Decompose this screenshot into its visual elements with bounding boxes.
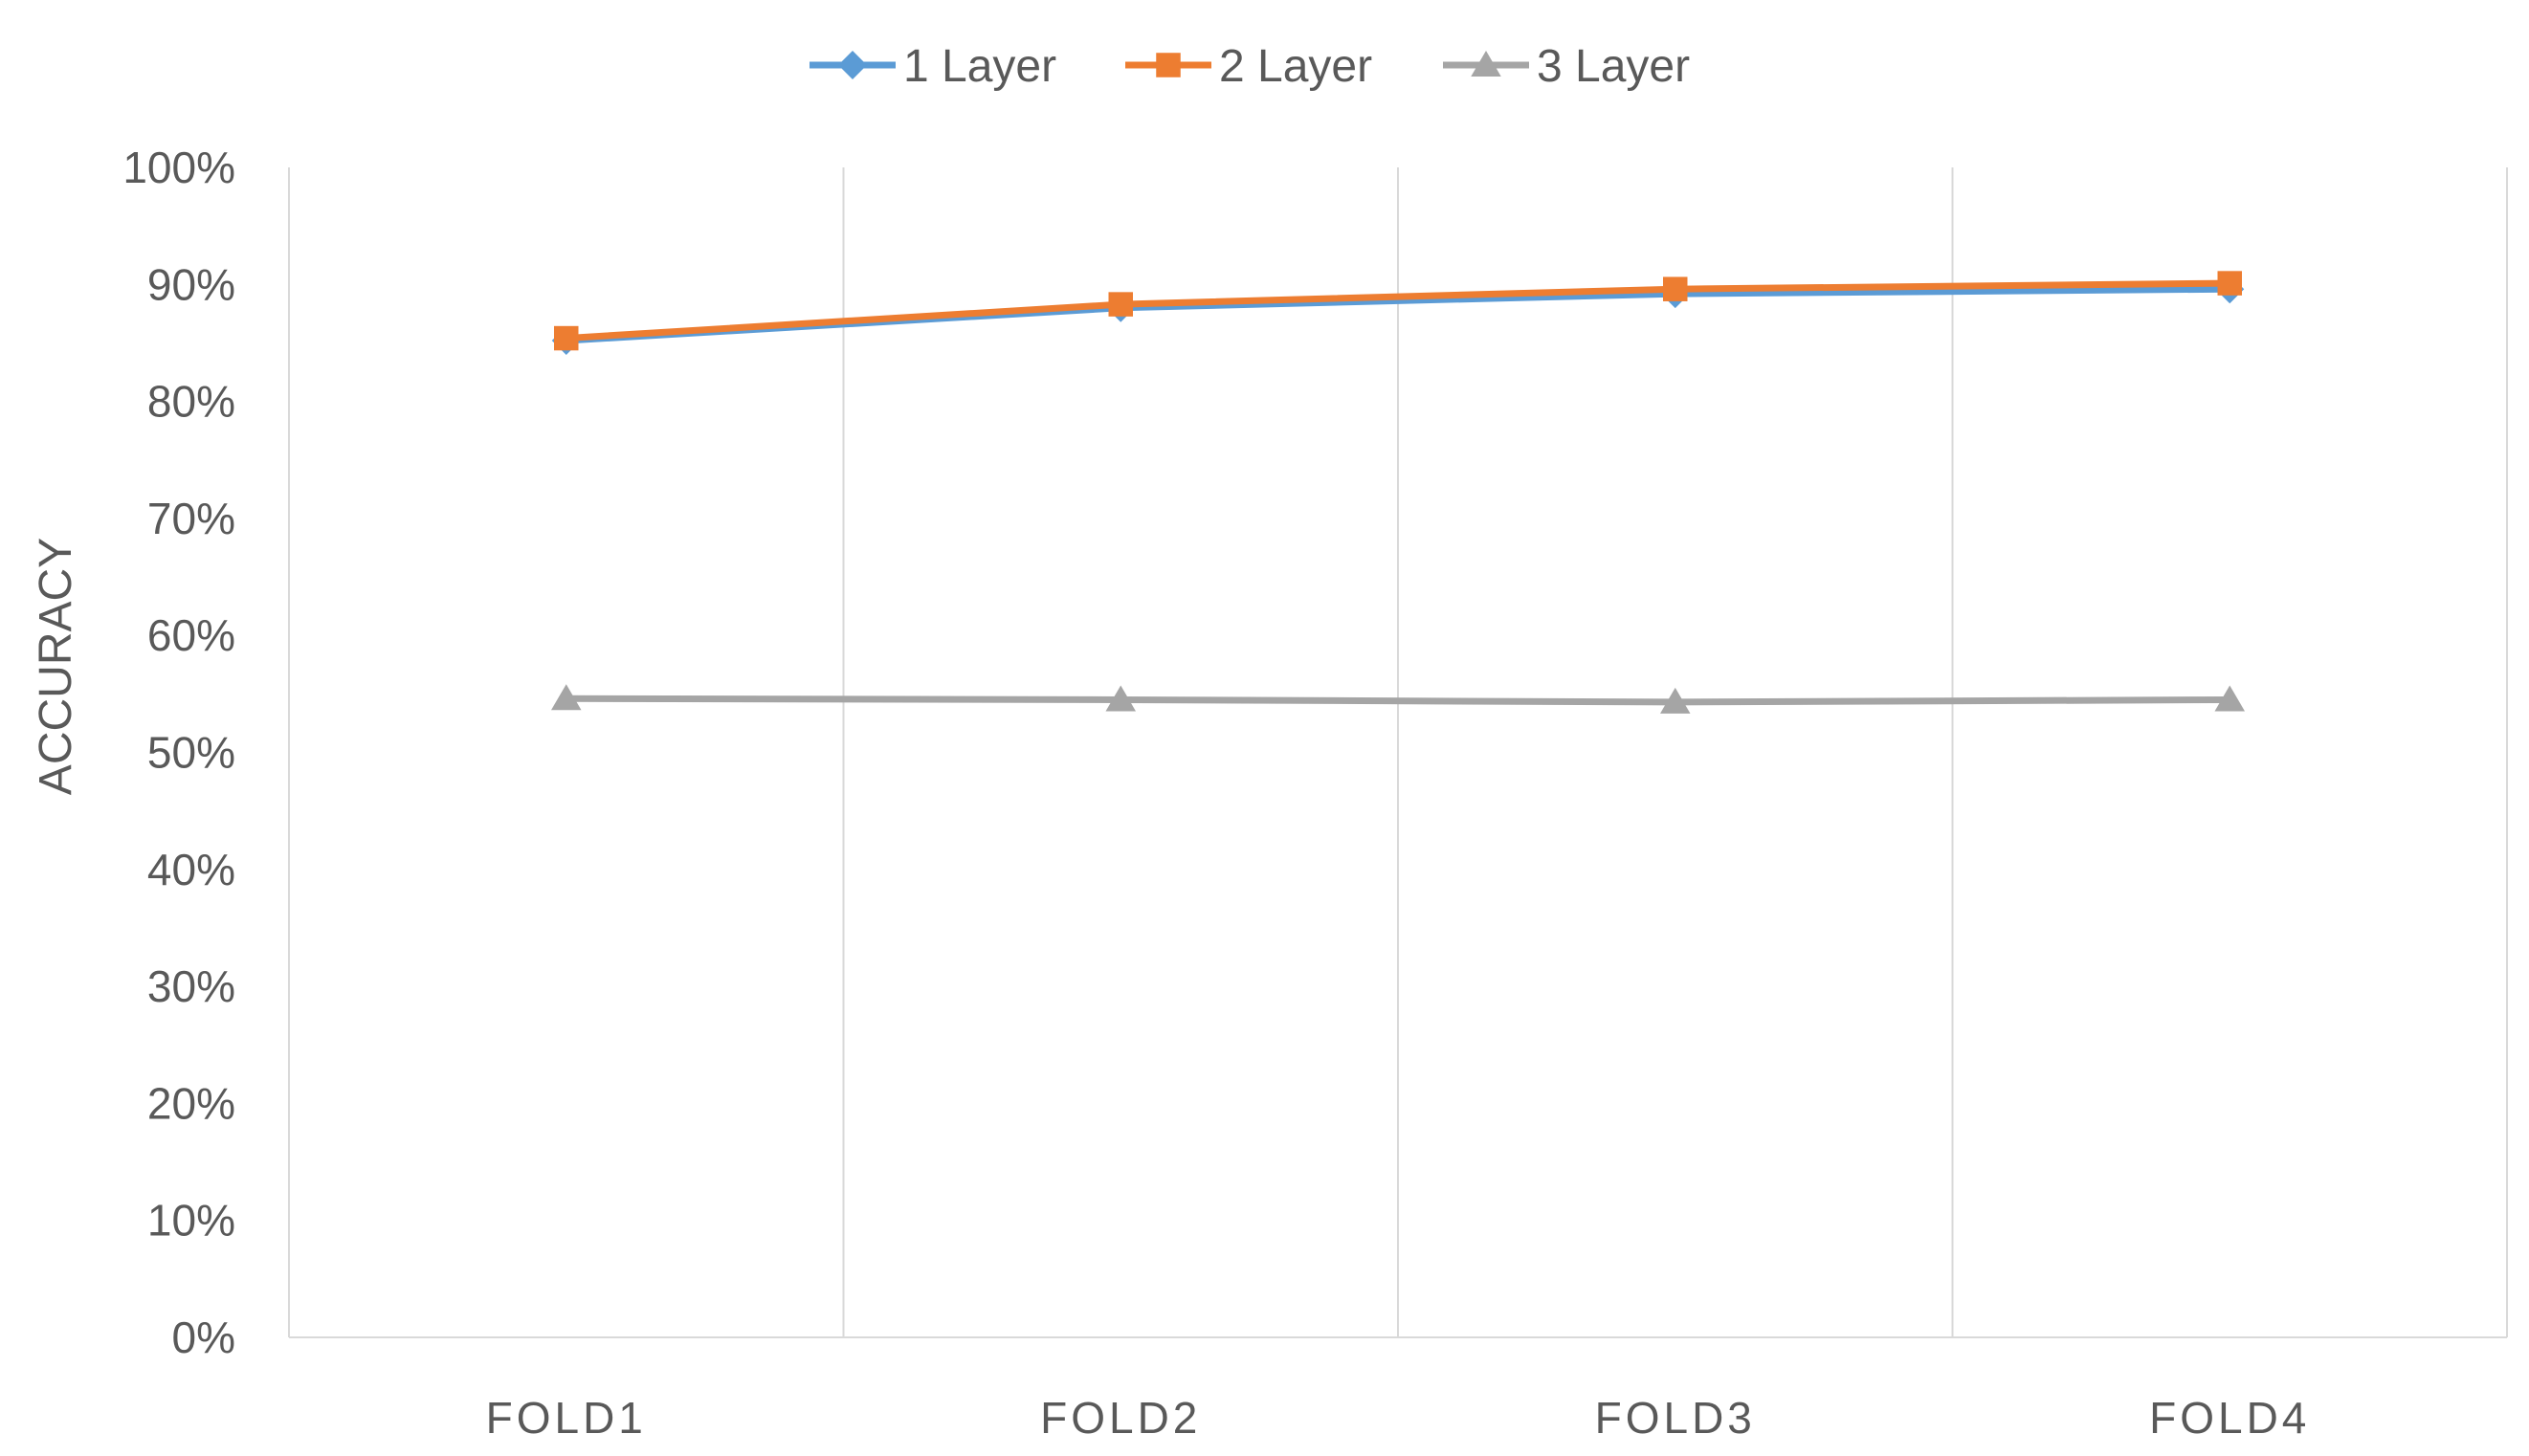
y-tick-label: 90% <box>147 259 235 309</box>
y-axis-title: ACCURACY <box>31 538 81 795</box>
y-tick-label: 50% <box>147 728 235 778</box>
series-layer <box>551 271 2245 714</box>
gridlines <box>288 167 2508 1337</box>
legend-label: 2 Layer <box>1219 41 1372 92</box>
y-tick-label: 70% <box>147 494 235 543</box>
data-point <box>1660 687 1691 714</box>
x-tick-label: FOLD4 <box>2149 1393 2310 1443</box>
data-point <box>2214 685 2245 712</box>
y-axis-ticks: 0% 10% 20% 30% 40% 50% 60% 70% 80% 90% 100% <box>122 143 235 1362</box>
legend-entry: 1 Layer <box>810 41 1056 92</box>
series-line <box>566 695 2230 706</box>
x-tick-label: FOLD2 <box>1040 1393 1201 1443</box>
x-tick-label: FOLD1 <box>486 1393 647 1443</box>
x-axis-ticks: FOLD1 FOLD2 FOLD3 FOLD4 <box>486 1393 2310 1443</box>
legend-label: 1 Layer <box>903 41 1056 92</box>
legend-entry: 3 Layer <box>1443 41 1690 92</box>
series-2 <box>554 271 2242 351</box>
y-tick-label: 10% <box>147 1196 235 1246</box>
y-tick-label: 60% <box>147 610 235 660</box>
x-tick-label: FOLD3 <box>1595 1393 1756 1443</box>
data-point <box>2217 271 2242 296</box>
y-tick-label: 100% <box>122 143 235 192</box>
legend-label: 3 Layer <box>1537 41 1690 92</box>
y-tick-label: 30% <box>147 961 235 1011</box>
y-tick-label: 40% <box>147 845 235 894</box>
y-tick-label: 20% <box>147 1078 235 1128</box>
data-point <box>1663 276 1688 301</box>
legend: 1 Layer 2 Layer 3 Layer <box>810 41 1690 92</box>
data-point <box>1105 685 1136 712</box>
data-point <box>554 325 579 351</box>
y-tick-label: 0% <box>172 1313 235 1362</box>
data-point <box>551 684 582 711</box>
legend-entry: 2 Layer <box>1125 41 1372 92</box>
legend-marker <box>1156 53 1181 77</box>
legend-marker <box>1471 51 1501 77</box>
y-tick-label: 80% <box>147 377 235 427</box>
data-point <box>1108 292 1133 317</box>
legend-marker <box>838 51 867 79</box>
series-line <box>566 279 2230 342</box>
series-3 <box>551 684 2245 714</box>
